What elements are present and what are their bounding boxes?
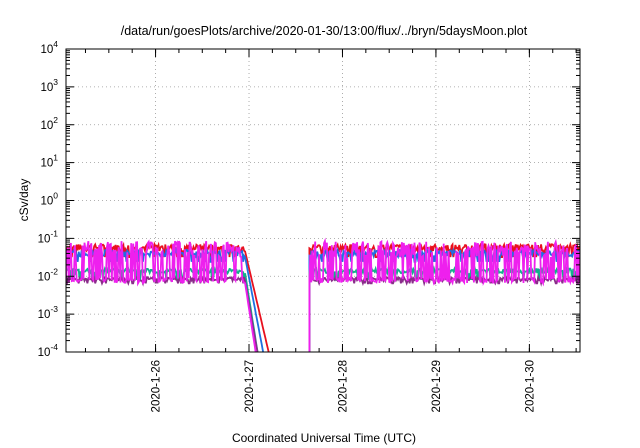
y-tick-label: 10-1 (38, 228, 59, 245)
y-tick-label: 101 (40, 153, 58, 170)
x-tick-label: 2020-1-30 (524, 360, 536, 412)
y-tick-label: 10-2 (38, 266, 59, 283)
x-tick-label: 2020-1-27 (244, 360, 256, 412)
x-tick-label: 2020-1-29 (431, 360, 443, 412)
y-tick-label: 100 (40, 191, 58, 208)
series-group (66, 237, 580, 352)
series-line-5 (66, 239, 257, 352)
y-tick-label: 10-4 (38, 342, 59, 359)
y-axis-label: cSv/day (17, 179, 31, 222)
y-tick-label: 102 (40, 115, 58, 132)
series-line-4 (308, 273, 580, 352)
chart-title: /data/run/goesPlots/archive/2020-01-30/1… (121, 24, 528, 38)
y-tick-label: 104 (40, 39, 58, 56)
y-tick-label: 10-3 (38, 304, 59, 321)
grid (66, 49, 580, 352)
series-line-5 (308, 237, 580, 352)
x-axis-label: Coordinated Universal Time (UTC) (232, 431, 416, 445)
series-line-4 (66, 274, 259, 352)
axes: 10-4 10-3 10-2 10-1 100 101 102 103 104 2020-1-26… (38, 39, 580, 412)
y-tick-label: 103 (40, 77, 58, 94)
series-line-3 (308, 265, 580, 352)
x-tick-label: 2020-1-28 (337, 360, 349, 412)
x-tick-label: 2020-1-26 (151, 360, 163, 412)
